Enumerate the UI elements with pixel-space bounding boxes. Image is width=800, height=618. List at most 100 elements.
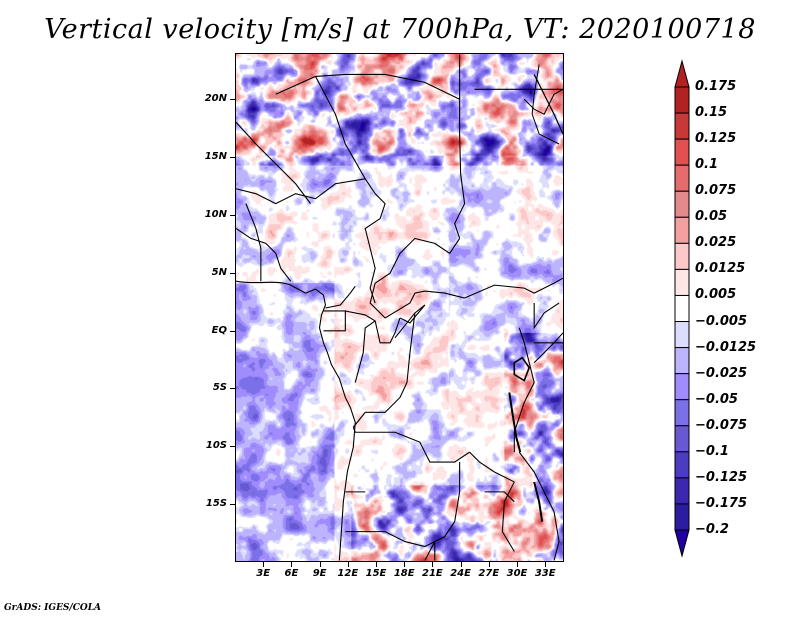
lat-tick [230,157,235,159]
border [236,228,292,282]
colorbar-label: −0.2 [695,522,729,537]
colorbar-box [674,373,690,401]
colorbar-box [674,138,690,166]
colorbar-box [674,477,690,505]
lon-tick-label: 3E [256,568,271,579]
lon-tick [376,562,377,567]
colorbar-box [674,294,690,323]
border [275,73,460,100]
colorbar-label: −0.025 [695,365,748,381]
border [424,462,461,561]
colorbar-label: −0.005 [695,313,748,329]
colorbar-label: −0.0125 [695,339,757,355]
border [518,451,560,561]
lat-tick-label: 5S [212,382,227,394]
lon-tick [460,562,462,567]
border [484,491,515,503]
lon-tick [545,562,547,567]
border [364,193,386,304]
country-borders [236,54,563,561]
colorbar-label: 0.075 [695,183,737,199]
lake-tanganyika [508,392,522,453]
lat-tick [230,330,235,332]
colorbar-label: 0.1 [695,157,719,173]
colorbar-box [674,190,690,218]
lat-tick [230,446,235,448]
lon-tick [319,562,321,567]
border [365,312,416,413]
border [374,237,461,284]
lat-tick [230,99,235,101]
colorbar-label: 0.05 [695,209,728,225]
colorbar [674,59,690,558]
border [352,412,366,428]
lon-tick [488,562,490,567]
colorbar-box [674,112,690,140]
colorbar-label: 0.125 [695,131,737,147]
colorbar-label: 0.0125 [695,261,746,277]
colorbar-box [674,503,690,531]
nile-region [531,64,560,145]
lat-tick [230,272,235,274]
colorbar-top-arrow [674,59,690,88]
border [533,302,560,330]
lake-malawi [533,481,544,522]
red-sea-coast [533,74,563,135]
lon-tick-label: 18E [393,568,415,579]
grads-credit: GrADS: IGES/COLA [4,603,102,613]
colorbar-label: 0.025 [695,235,737,251]
colorbar-label: −0.175 [695,495,748,511]
border [501,481,515,552]
colorbar-box [674,425,690,453]
coastline [236,280,356,561]
lon-tick [404,562,406,567]
colorbar-box [674,216,690,244]
border [236,178,366,205]
lat-tick-label: 15N [204,151,227,163]
colorbar-label: 0.005 [695,287,737,303]
lat-tick-label: 15S [205,498,227,510]
map-frame [235,53,564,562]
colorbar-box [674,347,690,375]
lat-tick-label: 10S [205,440,227,452]
border [315,76,376,194]
colorbar-label: 0.15 [695,105,728,121]
colorbar-label: −0.05 [695,391,738,407]
border [469,451,515,483]
border [523,88,563,115]
border [345,531,436,548]
colorbar-box [674,242,690,270]
colorbar-box [674,268,690,296]
vertical-velocity-field [236,54,563,561]
border [454,99,466,239]
lat-tick [230,504,235,506]
border [399,304,426,324]
colorbar-label: −0.1 [695,443,729,459]
border [352,427,470,463]
lon-tick-label: 33E [534,568,556,579]
colorbar-box [674,164,690,192]
lon-tick-label: 30E [506,568,528,579]
lon-tick [517,562,518,567]
border [323,310,346,332]
lon-tick [263,562,265,567]
border [236,121,311,204]
lake-victoria [513,356,531,382]
lon-tick [432,562,434,567]
lat-tick [230,388,235,390]
border [464,277,563,299]
lon-tick-label: 15E [365,568,387,579]
lat-tick-label: EQ [211,324,227,336]
border [369,283,465,319]
border [245,203,262,282]
lon-tick-label: 21E [422,568,443,579]
lon-tick-label: 12E [337,568,359,579]
lon-tick-label: 6E [284,568,299,579]
lat-tick-label: 20N [204,93,227,105]
plot-title: Vertical velocity [m/s] at 700hPa, VT: 2… [44,14,756,45]
colorbar-box [674,399,690,427]
lon-tick [347,562,349,567]
colorbar-box [674,86,690,114]
colorbar-box [674,321,690,349]
lat-tick [230,214,235,216]
